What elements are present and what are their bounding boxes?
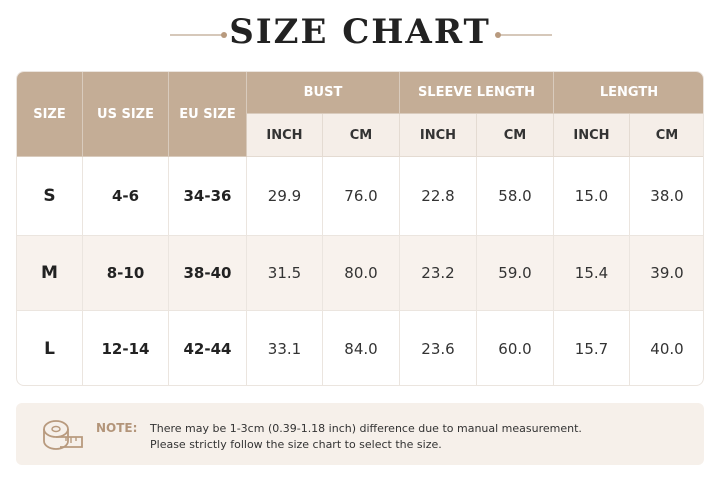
note-line: Please strictly follow the size chart to… [150, 438, 442, 451]
column-header: US SIZE [83, 72, 169, 157]
table-cell: 34-36 [169, 157, 247, 236]
unit-header: INCH [247, 114, 323, 157]
table-cell: 59.0 [477, 236, 554, 311]
table-cell: L [17, 311, 83, 385]
table-cell: 15.4 [554, 236, 630, 311]
table-cell: 39.0 [630, 236, 703, 311]
title-decor [170, 32, 552, 38]
column-header: SIZE [17, 72, 83, 157]
column-header: EU SIZE [169, 72, 247, 157]
table-cell: 84.0 [323, 311, 400, 385]
unit-header: INCH [554, 114, 630, 157]
table-cell: 22.8 [400, 157, 477, 236]
table-cell: 23.6 [400, 311, 477, 385]
unit-header: CM [323, 114, 400, 157]
note-line: There may be 1-3cm (0.39-1.18 inch) diff… [150, 422, 582, 435]
table-cell: 12-14 [83, 311, 169, 385]
table-cell: 76.0 [323, 157, 400, 236]
note-label: NOTE: [96, 421, 138, 435]
table-cell: 58.0 [477, 157, 554, 236]
table-cell: 38-40 [169, 236, 247, 311]
note-box: NOTE: There may be 1-3cm (0.39-1.18 inch… [16, 403, 704, 465]
group-header: BUST [247, 72, 400, 114]
unit-header: CM [477, 114, 554, 157]
size-table: SIZE US SIZE EU SIZE BUST SLEEVE LENGTH LENGT… [16, 71, 704, 386]
table-cell: 38.0 [630, 157, 703, 236]
unit-header: CM [630, 114, 703, 157]
tape-icon [43, 420, 83, 450]
table-cell: 31.5 [247, 236, 323, 311]
table-cell: 33.1 [247, 311, 323, 385]
group-header: SLEEVE LENGTH [400, 72, 554, 114]
table-cell: 8-10 [83, 236, 169, 311]
table-cell: 40.0 [630, 311, 703, 385]
table-cell: 4-6 [83, 157, 169, 236]
table-cell: 29.9 [247, 157, 323, 236]
table-cell: 15.0 [554, 157, 630, 236]
table-cell: 23.2 [400, 236, 477, 311]
title: SIZE CHART [229, 12, 491, 52]
group-header: LENGTH [554, 72, 703, 114]
table-cell: 15.7 [554, 311, 630, 385]
table-cell: M [17, 236, 83, 311]
unit-header: INCH [400, 114, 477, 157]
table-cell: S [17, 157, 83, 236]
table-cell: 80.0 [323, 236, 400, 311]
table-cell: 60.0 [477, 311, 554, 385]
table-cell: 42-44 [169, 311, 247, 385]
